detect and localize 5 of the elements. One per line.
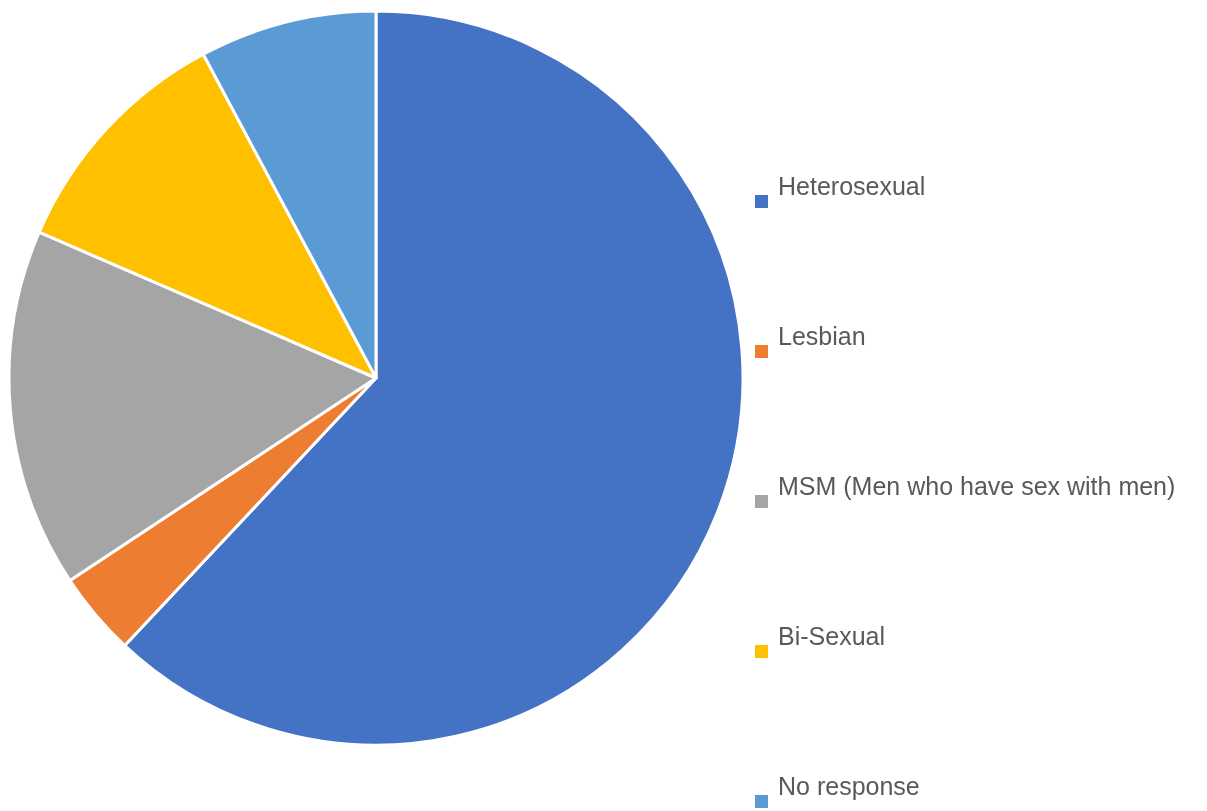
- legend-label: Lesbian: [778, 322, 866, 350]
- legend-label: No response: [778, 772, 920, 800]
- legend-label: Bi-Sexual: [778, 622, 885, 650]
- legend-label: MSM (Men who have sex with men): [778, 472, 1176, 500]
- legend-label: Heterosexual: [778, 172, 926, 200]
